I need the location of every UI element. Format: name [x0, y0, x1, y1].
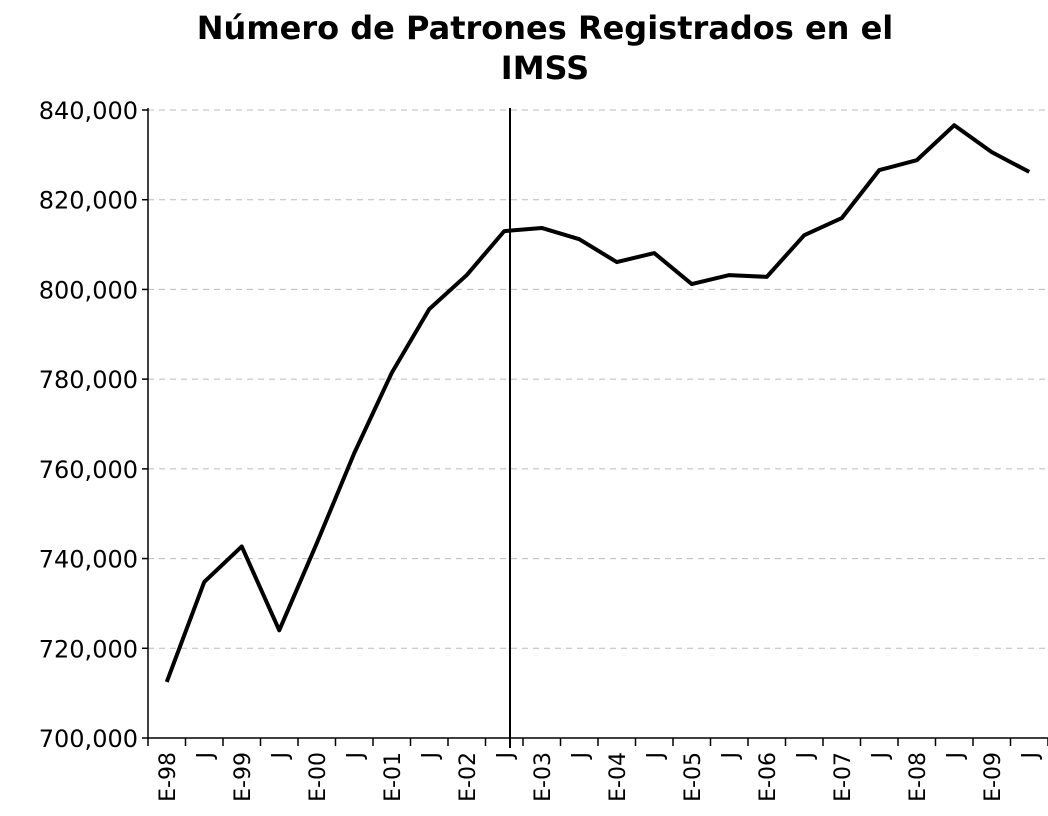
- x-tick-label: J: [943, 752, 968, 761]
- y-tick-label: 760,000: [39, 456, 138, 484]
- x-tick-label: E-07: [831, 752, 856, 802]
- x-tick-label: E-08: [906, 752, 931, 802]
- y-tick-label: 840,000: [39, 97, 138, 125]
- y-tick-label: 820,000: [39, 187, 138, 215]
- x-tick-label: J: [568, 752, 593, 761]
- x-tick-label: E-03: [531, 752, 556, 802]
- y-tick-label: 780,000: [39, 366, 138, 394]
- x-tick-label: E-04: [606, 752, 631, 802]
- x-tick-label: J: [343, 752, 368, 761]
- x-tick-label: J: [418, 752, 443, 761]
- x-tick-label: E-09: [981, 752, 1006, 802]
- x-tick-label: E-00: [306, 752, 331, 802]
- y-tick-label: 800,000: [39, 276, 138, 304]
- x-tick-label: J: [268, 752, 293, 761]
- x-tick-label: J: [193, 752, 218, 761]
- y-tick-label: 720,000: [39, 635, 138, 663]
- y-tick-label: 740,000: [39, 546, 138, 574]
- x-tick-label: J: [793, 752, 818, 761]
- chart-title: Número de Patrones Registrados en el IMS…: [196, 9, 894, 87]
- x-tick-label: E-02: [456, 752, 481, 802]
- x-tick-label: J: [868, 752, 893, 761]
- x-tick-label: J: [718, 752, 743, 761]
- x-tick-label: J: [643, 752, 668, 761]
- x-tick-label: J: [493, 752, 518, 761]
- x-tick-label: J: [1018, 752, 1043, 761]
- x-tick-label: E-98: [156, 752, 181, 802]
- x-tick-label: E-99: [231, 752, 256, 802]
- x-tick-label: E-06: [756, 752, 781, 802]
- x-tick-label: E-01: [381, 752, 406, 802]
- series-line: [164, 123, 1031, 683]
- y-tick-label: 700,000: [39, 725, 138, 753]
- x-tick-label: E-05: [681, 752, 706, 802]
